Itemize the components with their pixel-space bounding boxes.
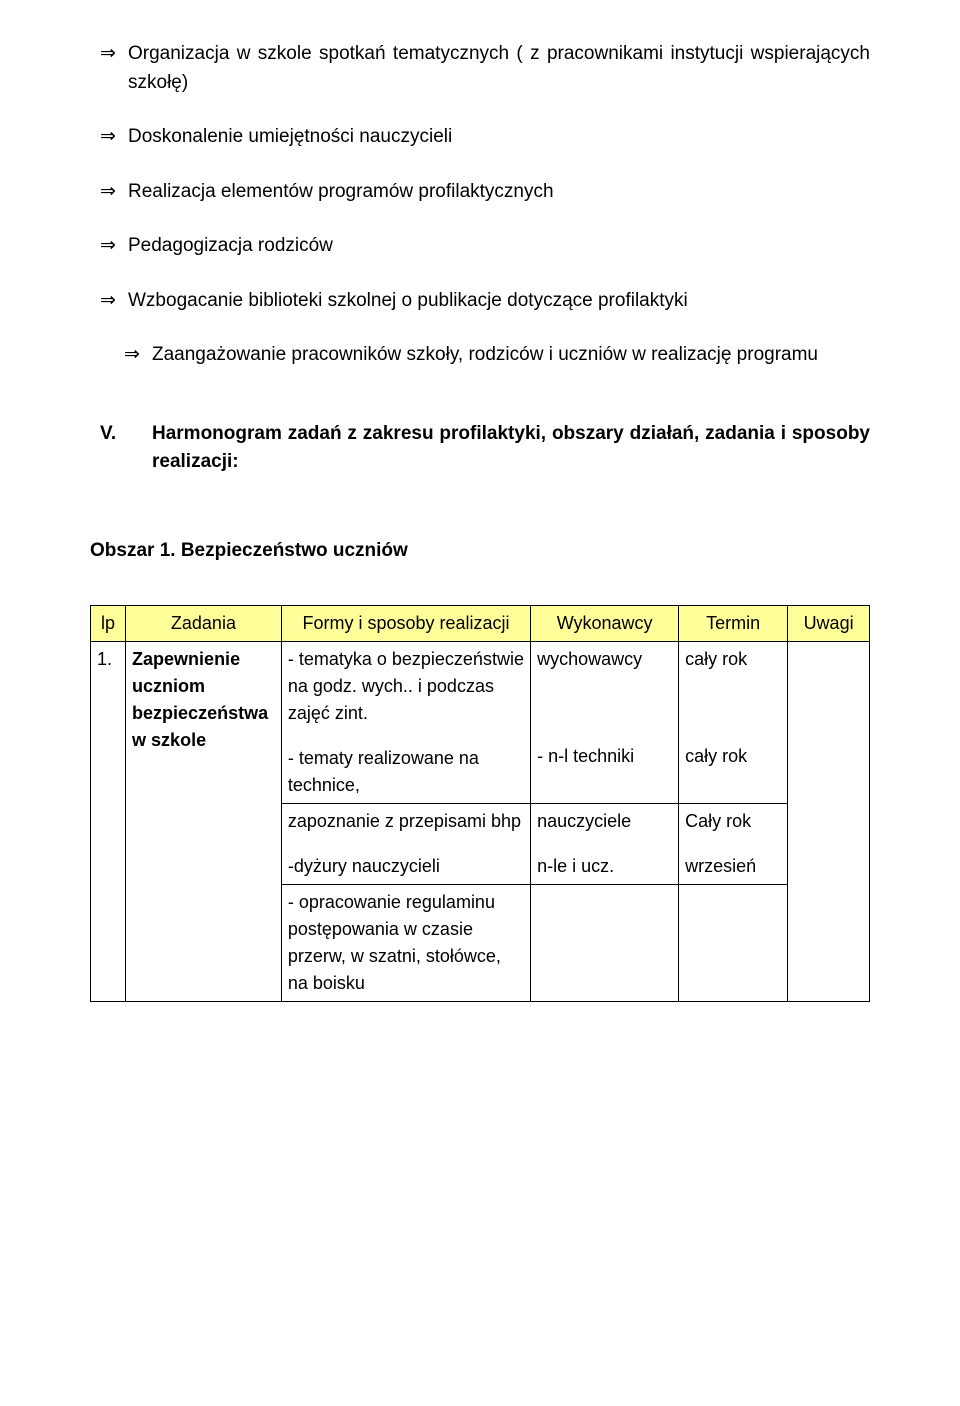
cell-lp: 1. [91,642,126,1002]
cell-zadanie: Zapewnienie uczniom bezpieczeństwa w szk… [126,642,282,1002]
bullet-item: Zaangażowanie pracowników szkoły, rodzic… [90,341,870,370]
col-termin: Termin [679,606,788,642]
tasks-table: lp Zadania Formy i sposoby realizacji Wy… [90,605,870,1002]
table-header-row: lp Zadania Formy i sposoby realizacji Wy… [91,606,870,642]
cell-wykonawcy: nauczyciele n-le i ucz. [531,804,679,885]
section-v-text: Harmonogram zadań z zakresu profilaktyki… [152,420,870,477]
section-numeral: V. [90,420,152,449]
obszar-heading: Obszar 1. Bezpieczeństwo uczniów [90,537,870,566]
bullet-item: Pedagogizacja rodziców [90,232,870,261]
table-row: 1. Zapewnienie uczniom bezpieczeństwa w … [91,642,870,804]
bullet-item: Doskonalenie umiejętności nauczycieli [90,123,870,152]
bullet-item: Organizacja w szkole spotkań tematycznyc… [90,40,870,97]
cell-formy: - opracowanie regulaminu postępowania w … [281,885,530,1002]
bullet-item: Realizacja elementów programów profilakt… [90,178,870,207]
col-formy: Formy i sposoby realizacji [281,606,530,642]
col-lp: lp [91,606,126,642]
cell-termin: cały rok cały rok [679,642,788,804]
cell-formy: zapoznanie z przepisami bhp -dyżury nauc… [281,804,530,885]
cell-formy: - tematyka o bezpieczeństwie na godz. wy… [281,642,530,804]
section-v: V. Harmonogram zadań z zakresu profilakt… [90,420,870,477]
bullet-item: Wzbogacanie biblioteki szkolnej o publik… [90,287,870,316]
col-wykonawcy: Wykonawcy [531,606,679,642]
cell-termin [679,885,788,1002]
col-zadania: Zadania [126,606,282,642]
col-uwagi: Uwagi [788,606,870,642]
cell-wykonawcy [531,885,679,1002]
cell-wykonawcy: wychowawcy - n-l techniki [531,642,679,804]
arrow-bullet-list: Organizacja w szkole spotkań tematycznyc… [90,40,870,370]
cell-uwagi [788,642,870,1002]
cell-termin: Cały rok wrzesień [679,804,788,885]
